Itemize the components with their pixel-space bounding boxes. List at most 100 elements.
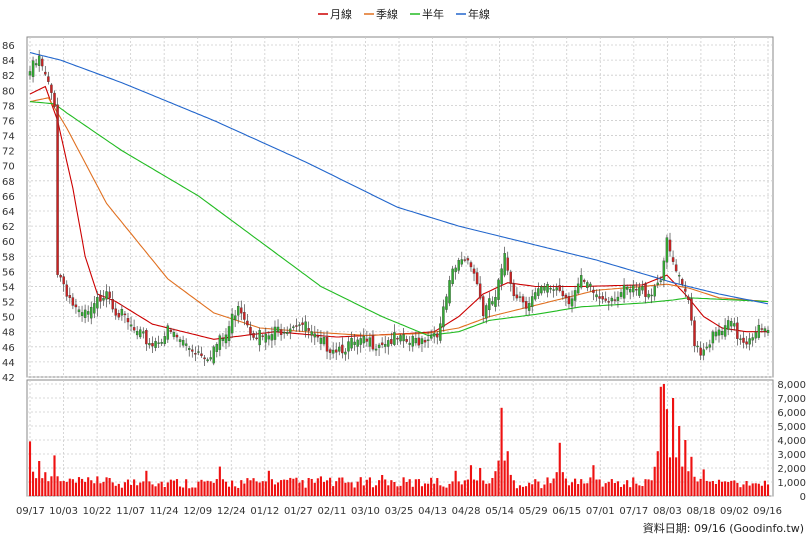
volume-bar — [120, 487, 123, 496]
volume-tick-label: 2,000 — [777, 464, 806, 475]
volume-bar — [231, 480, 234, 496]
volume-bar — [433, 483, 436, 496]
candle-body — [270, 334, 274, 341]
volume-bar — [178, 486, 182, 496]
volume-bar — [44, 472, 47, 496]
candle-body — [518, 296, 522, 298]
volume-bar — [136, 485, 139, 496]
candle-body — [310, 331, 313, 336]
candle-body — [120, 309, 124, 316]
candle-body — [276, 326, 280, 332]
legend-label: 月線 — [330, 7, 352, 21]
price-tick-label: 58 — [2, 252, 15, 263]
volume-bar — [313, 482, 316, 496]
candle-body — [286, 332, 289, 334]
candle-body — [68, 295, 72, 298]
volume-bar — [378, 480, 381, 496]
volume-bar — [442, 486, 445, 496]
volume-bar — [133, 479, 136, 496]
volume-bar — [543, 484, 546, 496]
candle-body — [387, 340, 390, 347]
volume-bar — [659, 386, 662, 496]
date-tick-label: 01/12 — [250, 506, 279, 517]
price-tick-label: 46 — [2, 343, 15, 354]
candle-body — [325, 337, 329, 352]
volume-bar — [405, 481, 408, 496]
volume-bar — [108, 478, 111, 496]
data-date-note: 資料日期: 09/16 (Goodinfo.tw) — [643, 521, 804, 535]
candle-body — [319, 337, 323, 344]
volume-bar — [531, 484, 534, 496]
candle-body — [684, 288, 687, 292]
candle-body — [736, 322, 739, 339]
volume-bar — [393, 482, 396, 496]
candle-body — [534, 292, 537, 300]
candle-body — [448, 280, 451, 304]
candle-body — [423, 339, 427, 343]
candle-body — [197, 351, 200, 353]
candle-body — [56, 104, 59, 275]
candle-body — [145, 330, 148, 345]
volume-bar — [38, 461, 41, 496]
candle-body — [28, 71, 32, 76]
candle-body — [500, 268, 503, 285]
volume-bar — [561, 472, 564, 496]
candle-body — [451, 268, 454, 285]
volume-bar — [80, 478, 84, 496]
candle-body — [157, 342, 160, 344]
candle-body — [488, 298, 491, 311]
candlesticks — [28, 50, 770, 366]
volume-bar — [50, 476, 53, 496]
date-tick-label: 03/25 — [385, 506, 414, 517]
volume-bar — [252, 478, 255, 496]
candle-body — [537, 288, 540, 296]
volume-bar — [56, 476, 59, 496]
candle-body — [714, 331, 718, 337]
candle-body — [647, 293, 650, 298]
candle-body — [723, 325, 727, 337]
price-tick-label: 76 — [2, 116, 15, 127]
candle-body — [677, 275, 681, 277]
volume-bar — [736, 482, 739, 496]
candle-body — [359, 338, 362, 345]
candle-body — [567, 296, 571, 305]
candle-body — [494, 297, 497, 307]
candle-body — [194, 353, 197, 355]
volume-bar — [390, 480, 393, 496]
volume-bar — [537, 481, 540, 496]
candle-body — [362, 336, 366, 344]
candle-body — [402, 334, 405, 342]
candle-body — [478, 283, 482, 299]
candle-body — [261, 335, 264, 337]
candle-body — [108, 291, 111, 298]
volume-bar — [62, 480, 65, 496]
candle-body — [632, 285, 635, 293]
candle-body — [466, 258, 470, 261]
volume-bar — [632, 477, 635, 496]
volume-bar — [74, 482, 78, 496]
volume-bar — [420, 486, 424, 496]
volume-bar — [708, 481, 711, 496]
candle-body — [249, 326, 252, 335]
volume-bar — [580, 479, 583, 496]
volume-bar — [148, 481, 151, 496]
candle-body — [748, 338, 751, 345]
volume-bar — [681, 466, 684, 496]
price-tick-label: 66 — [2, 192, 15, 203]
date-tick-label: 12/09 — [183, 506, 212, 517]
volume-bar — [301, 480, 304, 496]
candle-body — [515, 294, 519, 299]
candle-body — [696, 345, 699, 348]
volume-bar — [430, 477, 433, 496]
candle-body — [221, 338, 225, 341]
candle-body — [90, 306, 93, 319]
volume-bar — [255, 481, 258, 496]
candle-body — [393, 332, 396, 345]
candle-body — [139, 329, 142, 338]
volume-bar — [227, 486, 231, 496]
volume-bar — [273, 484, 277, 496]
candle-body — [53, 92, 56, 107]
date-tick-label: 05/14 — [485, 506, 514, 517]
volume-bar — [577, 484, 580, 496]
volume-bar — [172, 480, 175, 496]
